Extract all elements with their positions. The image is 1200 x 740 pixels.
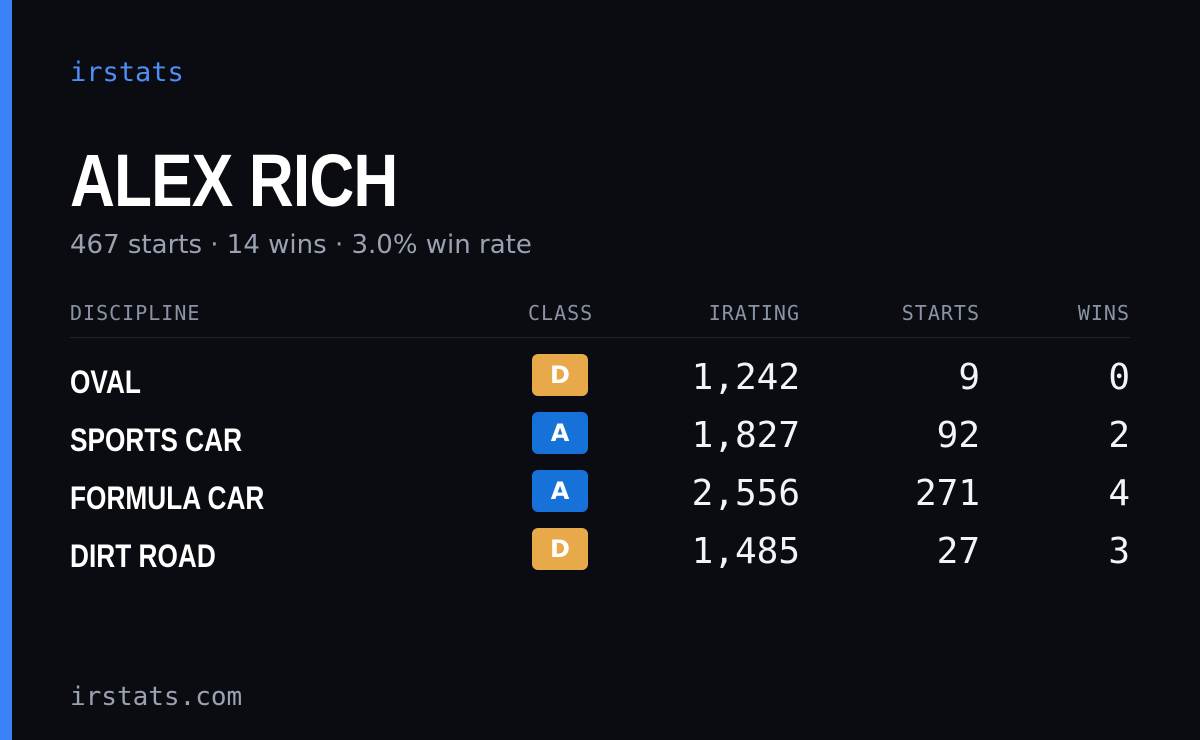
driver-summary: 467 starts · 14 wins · 3.0% win rate bbox=[70, 228, 532, 262]
row-irating: 1,485 bbox=[691, 531, 800, 572]
row-starts: 92 bbox=[936, 415, 980, 456]
row-irating: 1,242 bbox=[691, 357, 800, 398]
row-discipline: OVAL bbox=[70, 364, 141, 400]
row-wins: 3 bbox=[1108, 531, 1130, 572]
brand-logo: irstats bbox=[70, 57, 184, 88]
footer-url: irstats.com bbox=[70, 682, 243, 712]
stats-table-body: OVAL D 1,242 9 0 SPORTS CAR A 1,827 92 2… bbox=[70, 352, 1130, 584]
class-badge: A bbox=[532, 412, 588, 454]
table-row-sports-car: SPORTS CAR A 1,827 92 2 bbox=[70, 410, 1130, 468]
driver-name: ALEX RICH bbox=[70, 139, 398, 222]
row-starts: 271 bbox=[914, 473, 980, 514]
row-discipline: FORMULA CAR bbox=[70, 480, 265, 516]
row-wins: 2 bbox=[1108, 415, 1130, 456]
class-badge: D bbox=[532, 354, 588, 396]
table-row-formula-car: FORMULA CAR A 2,556 271 4 bbox=[70, 468, 1130, 526]
accent-bar bbox=[0, 0, 12, 740]
header-irating: IRATING bbox=[708, 301, 800, 325]
row-discipline: DIRT ROAD bbox=[70, 538, 216, 574]
table-row-oval: OVAL D 1,242 9 0 bbox=[70, 352, 1130, 410]
summary-separator: · bbox=[334, 230, 344, 260]
row-irating: 2,556 bbox=[691, 473, 800, 514]
class-badge: D bbox=[532, 528, 588, 570]
row-wins: 0 bbox=[1108, 357, 1130, 398]
row-starts: 27 bbox=[936, 531, 980, 572]
row-wins: 4 bbox=[1108, 473, 1130, 514]
table-row-dirt-road: DIRT ROAD D 1,485 27 3 bbox=[70, 526, 1130, 584]
summary-separator: · bbox=[210, 230, 219, 260]
header-class: CLASS bbox=[528, 301, 594, 325]
row-irating: 1,827 bbox=[691, 415, 800, 456]
row-starts: 9 bbox=[958, 357, 980, 398]
header-discipline: DISCIPLINE bbox=[70, 301, 201, 325]
row-discipline: SPORTS CAR bbox=[70, 422, 243, 458]
stats-table-header: DISCIPLINE CLASS IRATING STARTS WINS bbox=[70, 300, 1130, 338]
header-wins: WINS bbox=[1077, 301, 1130, 325]
summary-starts: 467 starts bbox=[70, 230, 202, 260]
summary-win-rate: 3.0% win rate bbox=[351, 230, 532, 260]
header-starts: STARTS bbox=[901, 301, 980, 325]
class-badge: A bbox=[532, 470, 588, 512]
summary-wins: 14 wins bbox=[226, 230, 327, 260]
